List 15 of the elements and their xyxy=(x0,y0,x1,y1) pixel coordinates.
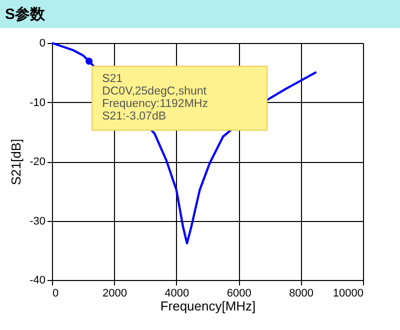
x-tick-label: 0 xyxy=(52,288,59,300)
x-tick-label: 10000 xyxy=(332,288,364,300)
x-axis-title: Frequency[MHz] xyxy=(160,298,256,314)
y-tick-label: -20 xyxy=(30,156,46,168)
x-tick-label: 8000 xyxy=(289,288,314,300)
y-axis-title: S21[dB] xyxy=(8,138,24,186)
x-tick-label: 4000 xyxy=(164,288,190,300)
chart-title: S参数 xyxy=(5,6,46,23)
y-tick-label: -10 xyxy=(30,96,46,109)
annotation: S21 DC0V,25degC,shunt Frequency:1192MHz S21:-3.07dB xyxy=(102,73,208,123)
y-tick-label: 0 xyxy=(39,38,46,50)
y-tick-label: -40 xyxy=(30,274,46,286)
y-tick-label: -30 xyxy=(30,215,46,228)
x-tick-label: 6000 xyxy=(226,288,252,300)
x-tick-label: 2000 xyxy=(102,288,127,300)
